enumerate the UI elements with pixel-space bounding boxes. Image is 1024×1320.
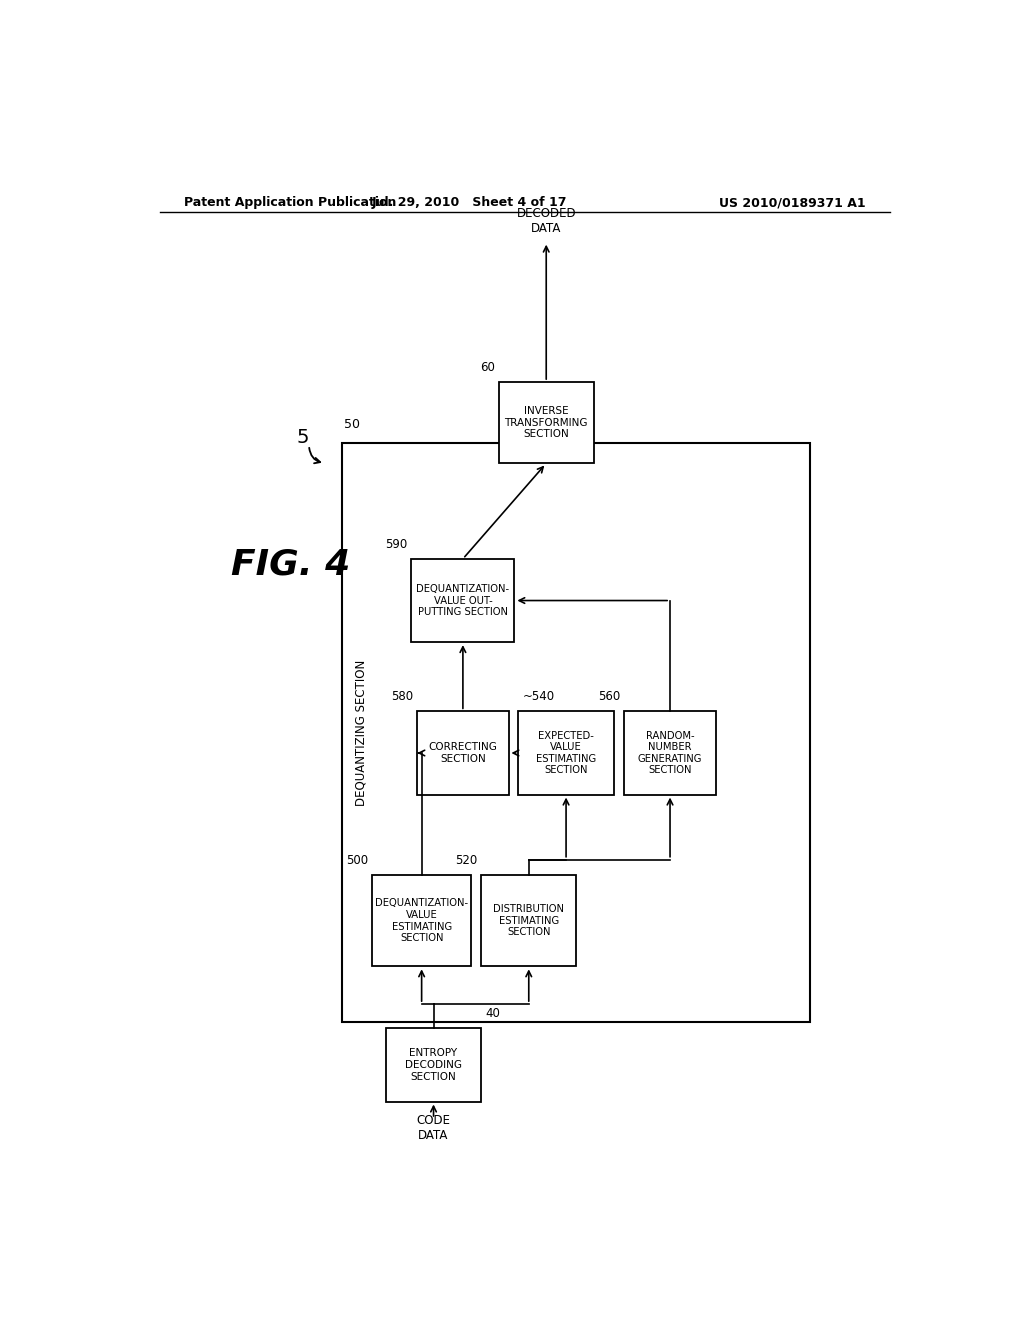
Text: DEQUANTIZATION-
VALUE
ESTIMATING
SECTION: DEQUANTIZATION- VALUE ESTIMATING SECTION [375, 899, 468, 942]
Text: 500: 500 [346, 854, 368, 867]
Text: 40: 40 [485, 1007, 500, 1020]
Text: DISTRIBUTION
ESTIMATING
SECTION: DISTRIBUTION ESTIMATING SECTION [494, 904, 564, 937]
Text: Patent Application Publication: Patent Application Publication [183, 195, 396, 209]
Bar [342, 444, 811, 1022]
Text: DECODED
DATA: DECODED DATA [516, 207, 577, 235]
Text: 560: 560 [598, 690, 621, 704]
Text: 520: 520 [455, 854, 477, 867]
Bar [386, 1028, 481, 1102]
Text: 580: 580 [391, 690, 414, 704]
Text: CORRECTING
SECTION: CORRECTING SECTION [428, 742, 498, 764]
Text: Jul. 29, 2010   Sheet 4 of 17: Jul. 29, 2010 Sheet 4 of 17 [372, 195, 567, 209]
Bar [481, 875, 577, 966]
Text: US 2010/0189371 A1: US 2010/0189371 A1 [720, 195, 866, 209]
Text: DEQUANTIZING SECTION: DEQUANTIZING SECTION [354, 660, 367, 805]
Text: INVERSE
TRANSFORMING
SECTION: INVERSE TRANSFORMING SECTION [505, 407, 588, 440]
Bar [412, 558, 514, 643]
Text: CODE
DATA: CODE DATA [417, 1114, 451, 1142]
Text: 50: 50 [344, 418, 359, 430]
Bar [372, 875, 471, 966]
Text: FIG. 4: FIG. 4 [231, 548, 350, 582]
Bar [625, 711, 716, 795]
Bar [417, 711, 509, 795]
Text: ~540: ~540 [522, 690, 555, 704]
Bar [499, 381, 594, 463]
Text: 60: 60 [480, 360, 495, 374]
Text: 5: 5 [296, 429, 309, 447]
Text: DEQUANTIZATION-
VALUE OUT-
PUTTING SECTION: DEQUANTIZATION- VALUE OUT- PUTTING SECTI… [417, 583, 510, 618]
Bar [518, 711, 613, 795]
Text: 590: 590 [385, 537, 408, 550]
Text: ENTROPY
DECODING
SECTION: ENTROPY DECODING SECTION [406, 1048, 462, 1081]
Text: EXPECTED-
VALUE
ESTIMATING
SECTION: EXPECTED- VALUE ESTIMATING SECTION [536, 730, 596, 775]
Text: RANDOM-
NUMBER
GENERATING
SECTION: RANDOM- NUMBER GENERATING SECTION [638, 730, 702, 775]
